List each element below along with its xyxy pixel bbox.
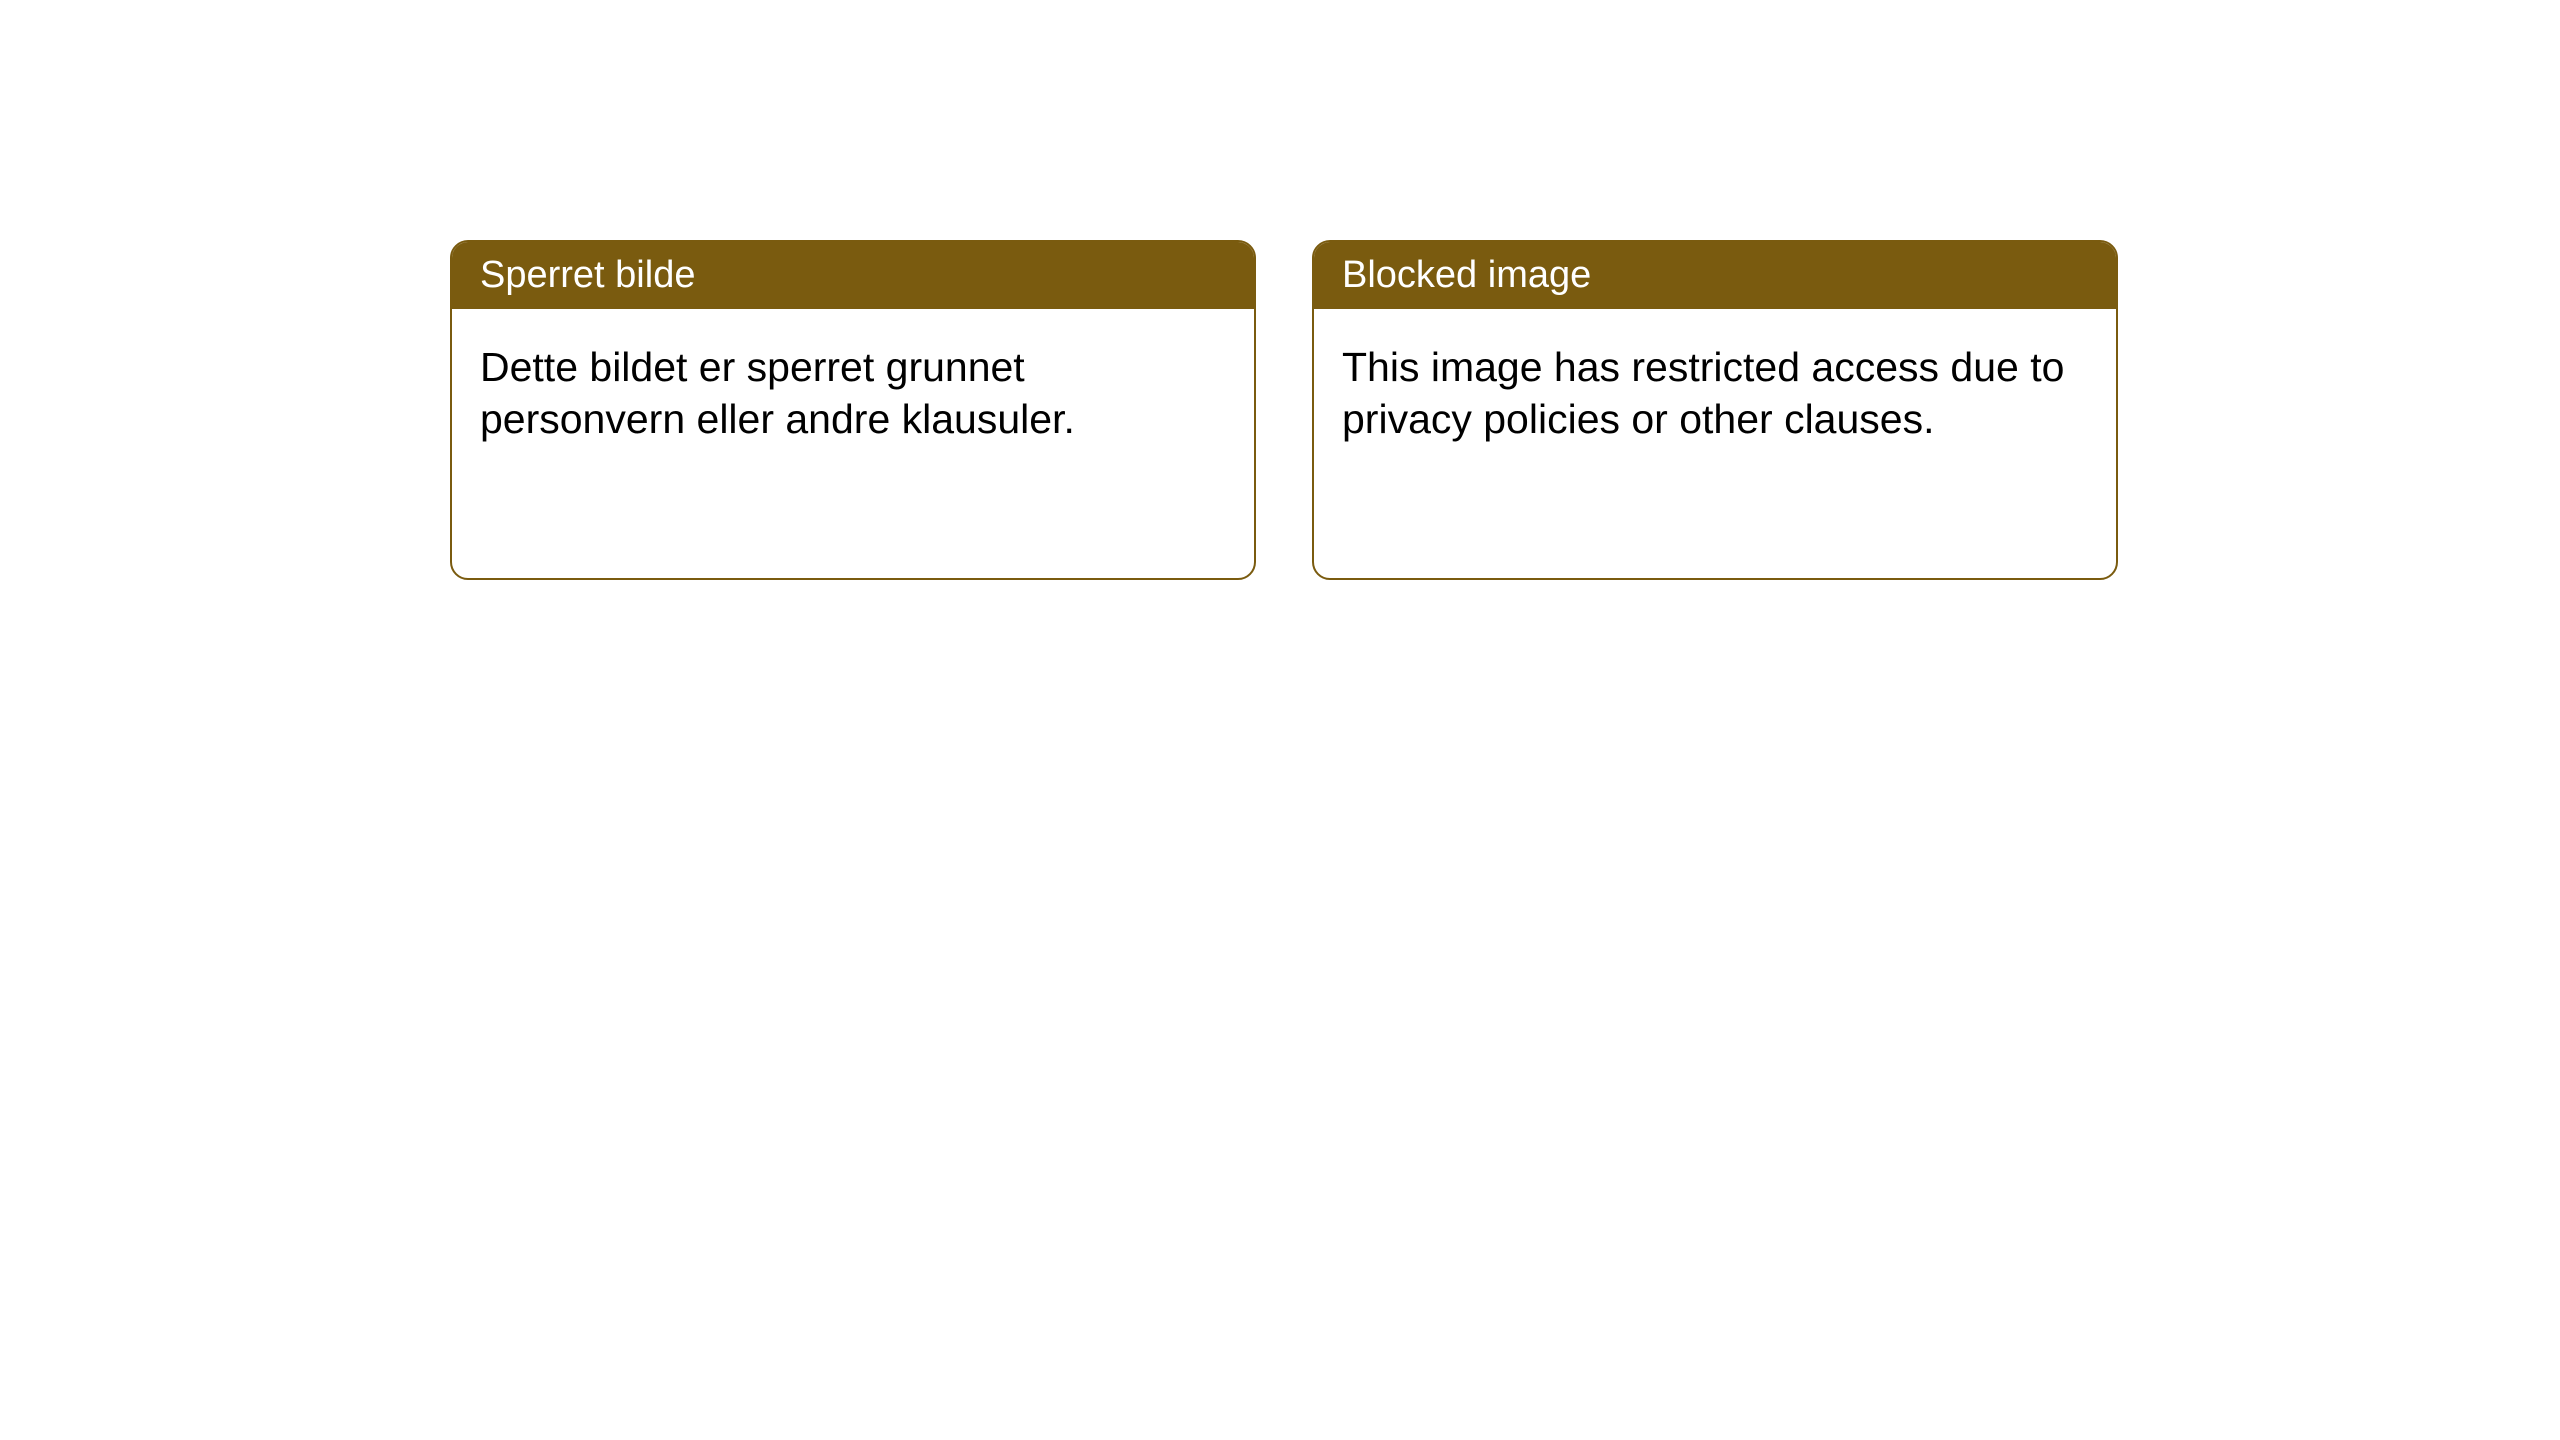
card-header-en: Blocked image — [1314, 242, 2116, 309]
card-message-en: This image has restricted access due to … — [1342, 344, 2064, 442]
notice-container: Sperret bilde Dette bildet er sperret gr… — [450, 240, 2118, 580]
card-body-no: Dette bildet er sperret grunnet personve… — [452, 309, 1254, 478]
card-title-en: Blocked image — [1342, 254, 1591, 296]
card-message-no: Dette bildet er sperret grunnet personve… — [480, 344, 1075, 442]
blocked-image-card-no: Sperret bilde Dette bildet er sperret gr… — [450, 240, 1256, 580]
card-body-en: This image has restricted access due to … — [1314, 309, 2116, 478]
card-header-no: Sperret bilde — [452, 242, 1254, 309]
blocked-image-card-en: Blocked image This image has restricted … — [1312, 240, 2118, 580]
card-title-no: Sperret bilde — [480, 254, 695, 296]
